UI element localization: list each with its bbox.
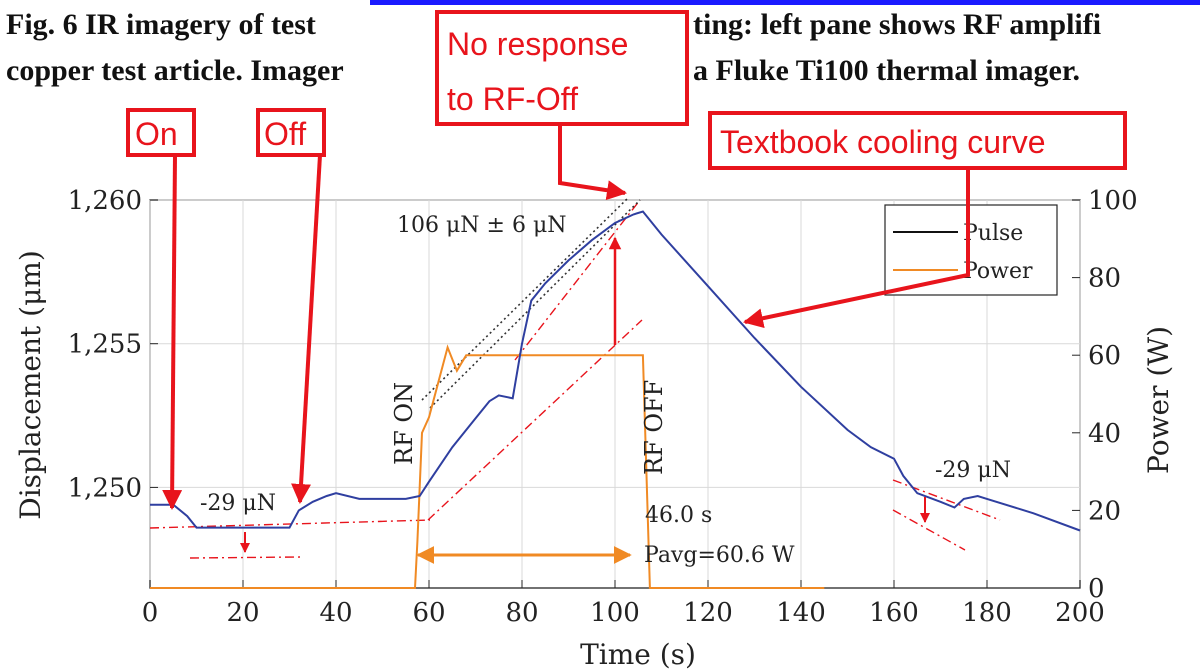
- caption-line2-right: a Fluke Ti100 thermal imager.: [693, 54, 1080, 87]
- callout-off-text: Off: [264, 116, 306, 152]
- callout-no-response-line1: No response: [447, 26, 628, 62]
- legend-label-power: Power: [963, 259, 1033, 284]
- y-right-tick-label: 100: [1088, 186, 1138, 216]
- dotted-bound-upper: [421, 197, 629, 401]
- shift-label-right: -29 μN: [935, 458, 1011, 483]
- callout-on-arrow: [162, 154, 183, 510]
- callout-on-text: On: [135, 116, 178, 152]
- y-right-tick-label: 20: [1088, 496, 1121, 526]
- pulse-series-line: [150, 210, 1081, 532]
- x-tick-label: 60: [412, 598, 445, 628]
- callout-textbook: Textbook cooling curve: [708, 111, 1127, 329]
- rf-on-label: RF ON: [390, 382, 418, 465]
- x-tick-label: 180: [962, 598, 1012, 628]
- callout-textbook-text: Textbook cooling curve: [720, 124, 1046, 160]
- y-left-tick-label: 1,260: [68, 186, 142, 216]
- x-tick-label: 140: [776, 598, 826, 628]
- legend-label-pulse: Pulse: [963, 221, 1023, 246]
- y-right-tick-label: 40: [1088, 419, 1121, 449]
- legend-box: [884, 204, 1058, 296]
- legend: Pulse Power: [884, 204, 1058, 296]
- caption-line2-left: copper test article. Imager: [6, 54, 344, 87]
- caption-underline: [370, 0, 1200, 5]
- pulse-slope-fit: [514, 199, 641, 361]
- cooling-fit-lower: [892, 509, 966, 551]
- y-axis-label-left: Displacement (μm): [14, 250, 47, 520]
- callout-no-response: No response to RF-Off: [435, 10, 689, 201]
- callout-off-arrow: [291, 154, 322, 504]
- x-tick-label: 100: [590, 598, 640, 628]
- caption-line1-left: Fig. 6 IR imagery of test: [6, 8, 316, 41]
- y-right-tick-label: 60: [1088, 341, 1121, 371]
- callout-no-response-arrow: [558, 124, 627, 201]
- axis-ticks: 0 20 40 60 80 100 120 140 160 180 2001,2501,2551,2…: [68, 186, 1138, 628]
- caption-line1-right: ting: left pane shows RF amplifi: [693, 8, 1101, 41]
- y-right-tick-label: 80: [1088, 264, 1121, 294]
- duration-label: 46.0 s: [645, 503, 712, 528]
- x-tick-label: 80: [505, 598, 538, 628]
- rf-off-label: RF OFF: [640, 380, 668, 475]
- force-label: 106 μN ± 6 μN: [397, 213, 567, 238]
- shift-label-left: -29 μN: [200, 491, 276, 516]
- x-tick-label: 20: [226, 598, 259, 628]
- y-axis-label-right: Power (W): [1142, 326, 1175, 474]
- heating-slope-fit: [427, 319, 643, 521]
- callout-no-response-line2: to RF-Off: [447, 81, 578, 117]
- dotted-bound-lower: [429, 199, 641, 409]
- x-tick-label: 160: [869, 598, 919, 628]
- callout-off: Off: [256, 108, 326, 504]
- x-tick-label: 120: [683, 598, 733, 628]
- x-tick-label: 40: [319, 598, 352, 628]
- y-left-tick-label: 1,250: [68, 473, 142, 503]
- x-tick-label: 200: [1055, 598, 1105, 628]
- power-avg-label: Pavg=60.6 W: [644, 543, 795, 568]
- y-left-tick-label: 1,255: [68, 330, 142, 360]
- x-axis-label: Time (s): [580, 638, 696, 669]
- x-tick-label: 0: [142, 598, 159, 628]
- callout-on: On: [126, 108, 196, 510]
- power-series-line: [150, 344, 825, 589]
- y-right-tick-label: 0: [1088, 574, 1105, 604]
- callout-textbook-arrow: [743, 168, 970, 329]
